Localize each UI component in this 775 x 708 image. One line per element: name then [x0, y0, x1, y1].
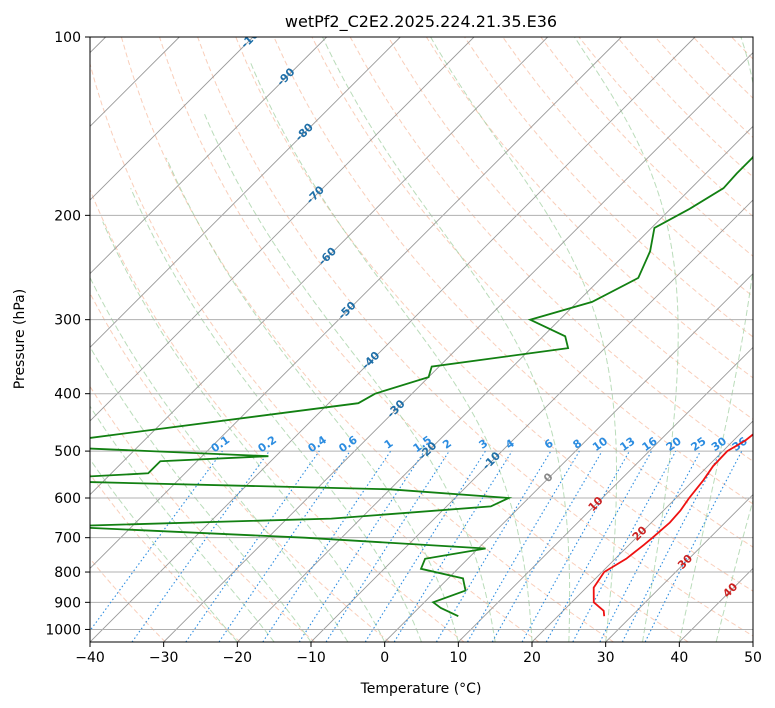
temperature-profile-line	[592, 433, 753, 617]
dry-adiabat-line	[349, 37, 753, 462]
dry-adiabat-line	[90, 385, 316, 642]
y-tick-label: 800	[54, 565, 81, 581]
mixing-ratio-line	[644, 450, 743, 642]
dry-adiabat-line	[120, 37, 614, 642]
mixing-ratio-line	[131, 450, 270, 642]
moist-adiabats	[90, 37, 753, 642]
moist-adiabat-line	[678, 37, 753, 642]
x-tick-label: −20	[223, 650, 253, 666]
isotherm-line	[90, 37, 622, 569]
moist-adiabat-line	[130, 187, 422, 642]
moist-adiabat-line	[90, 458, 238, 642]
isotherm-line	[237, 125, 753, 642]
dry-adiabat-line	[235, 37, 753, 592]
y-tick-label: 900	[54, 595, 81, 611]
x-tick-label: 50	[744, 650, 762, 666]
x-tick-label: −30	[149, 650, 179, 666]
y-tick-label: 300	[54, 313, 81, 329]
mixing-ratio-lines	[90, 450, 743, 642]
y-tick-label: 600	[54, 491, 81, 507]
moist-adiabat-line	[204, 114, 496, 642]
isotherm-line	[90, 37, 475, 422]
mixing-ratio-line	[90, 450, 223, 632]
skewed-isotherms	[90, 37, 753, 642]
mixing-ratio-line	[572, 450, 677, 642]
y-tick-label: 500	[54, 444, 81, 460]
mixing-ratio-line	[298, 450, 425, 642]
isotherm-line	[90, 37, 696, 642]
y-tick-label: 200	[54, 208, 81, 224]
x-axis-ticks: −40 −30 −20 −10 0 10 20 30 40 50	[75, 642, 762, 666]
moist-adiabat-line	[322, 37, 571, 642]
isotherm-line	[90, 37, 401, 348]
isotherm-line	[384, 273, 753, 642]
dewpoint-profile-line	[90, 155, 753, 618]
isotherm-line	[531, 420, 753, 642]
dry-adiabat-line	[159, 37, 689, 642]
dry-adiabats	[90, 37, 753, 642]
isotherm-line	[90, 37, 548, 496]
dry-adiabat-line	[464, 37, 753, 338]
mixing-ratio-line	[521, 450, 630, 642]
isotherm-line	[458, 346, 753, 642]
isobar-gridlines	[90, 37, 753, 630]
moist-adiabat-line	[102, 221, 386, 642]
isotherm-line	[163, 52, 753, 642]
mixing-ratio-line	[325, 450, 450, 642]
mixing-ratio-line	[185, 450, 320, 642]
isotherm-line	[90, 37, 254, 201]
moist-adiabat-line	[90, 345, 312, 642]
y-tick-label: 100	[54, 30, 81, 46]
moist-adiabat-line	[430, 37, 617, 642]
x-tick-label: 20	[523, 650, 541, 666]
x-tick-label: −10	[296, 650, 326, 666]
y-tick-label: 1000	[45, 622, 81, 638]
y-tick-label: 700	[54, 531, 81, 547]
dry-adiabat-line	[90, 62, 540, 642]
x-tick-label: 10	[449, 650, 467, 666]
dry-adiabat-line	[425, 37, 753, 379]
moist-adiabat-line	[574, 37, 679, 642]
dry-adiabat-line	[90, 473, 241, 642]
dry-adiabat-line	[90, 292, 390, 642]
y-axis-label: Pressure (hPa)	[12, 289, 28, 389]
x-tick-label: 40	[670, 650, 688, 666]
moist-adiabat-line	[90, 276, 349, 642]
y-axis-ticks: 1000 900 800 700 600 500 400 300 200 100	[45, 30, 90, 638]
mixing-ratio-line	[393, 450, 513, 642]
x-tick-label: 30	[597, 650, 615, 666]
plot-frame	[89, 36, 754, 643]
isotherm-line	[310, 199, 753, 642]
x-tick-label: −40	[75, 650, 105, 666]
mixing-ratio-line	[545, 450, 653, 642]
dry-adiabat-line	[90, 557, 166, 642]
dry-adiabat-line	[197, 37, 753, 637]
y-tick-label: 400	[54, 387, 81, 403]
x-axis-label: Temperature (°C)	[360, 681, 482, 697]
isotherm-line	[90, 37, 327, 275]
dry-adiabat-line	[273, 37, 753, 548]
moist-adiabat-line	[249, 61, 533, 642]
mixing-ratio-line	[262, 450, 392, 642]
mixing-ratio-line	[218, 450, 351, 642]
x-tick-label: 0	[380, 650, 389, 666]
mixing-ratio-labels: 0.1 0.2 0.4 0.6 1 1.5 2 3 4 6 8 10 13 16 20 25 30 36	[209, 433, 750, 455]
chart-title: wetPf2_C2E2.2025.224.21.35.E36	[285, 12, 557, 32]
isotherm-line	[605, 494, 753, 642]
